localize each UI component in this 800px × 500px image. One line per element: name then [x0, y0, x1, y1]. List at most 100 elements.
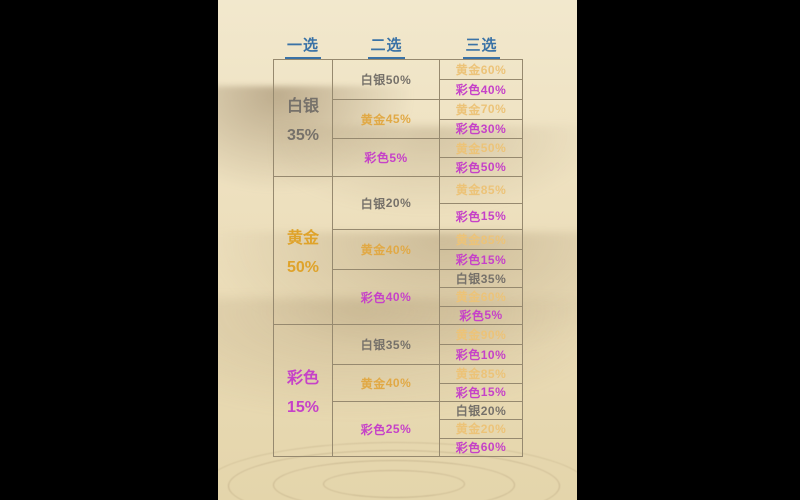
option-rate: 50%	[286, 259, 320, 276]
group-branches: 白银 50% 黄金 60% 彩色 40% 黄金 45% 黄金 70% 彩色 30…	[333, 60, 522, 176]
option-rate: 35%	[480, 271, 507, 286]
option-name: 彩色	[455, 440, 481, 455]
option-rate: 50%	[480, 160, 507, 174]
third-pick-list: 黄金 85% 彩色 15%	[440, 230, 522, 269]
first-pick-cell: 黄金 50%	[274, 177, 333, 324]
option-rate: 40%	[385, 290, 412, 304]
second-pick-cell: 白银 20%	[333, 177, 440, 229]
option-rate: 60%	[480, 289, 507, 304]
option-name: 彩色	[455, 160, 481, 175]
tier-group-silver: 白银 35% 白银 50% 黄金 60% 彩色 40% 黄金 45%	[274, 60, 522, 176]
option-rate: 20%	[480, 421, 507, 436]
second-pick-cell: 彩色 5%	[333, 139, 440, 176]
left-letterbox	[0, 0, 218, 500]
third-pick-cell: 彩色 60%	[440, 437, 522, 456]
option-name: 彩色	[455, 385, 481, 400]
option-name: 黄金	[455, 367, 481, 382]
option-name: 彩色	[286, 370, 319, 387]
option-rate: 30%	[480, 121, 507, 136]
option-name: 彩色	[360, 290, 386, 305]
option-rate: 15%	[480, 252, 507, 267]
third-pick-list: 黄金 90% 彩色 10%	[440, 325, 522, 364]
second-pick-cell: 黄金 45%	[333, 100, 440, 138]
third-pick-list: 白银 35% 黄金 60% 彩色 5%	[440, 270, 522, 324]
third-pick-cell: 黄金 50%	[440, 139, 522, 157]
third-pick-cell: 黄金 60%	[440, 60, 522, 79]
option-rate: 70%	[480, 102, 507, 117]
second-pick-row: 黄金 40% 黄金 85% 彩色 15%	[333, 229, 522, 269]
second-pick-row: 黄金 45% 黄金 70% 彩色 30%	[333, 99, 522, 138]
third-pick-cell: 黄金 90%	[440, 325, 522, 344]
option-rate: 5%	[484, 308, 503, 323]
tier-group-gold: 黄金 50% 白银 20% 黄金 85% 彩色 15% 黄金 40%	[274, 176, 522, 324]
header-label: 三选	[463, 34, 500, 59]
second-pick-row: 白银 50% 黄金 60% 彩色 40%	[333, 60, 522, 99]
third-pick-cell: 彩色 5%	[440, 305, 522, 324]
first-pick-cell: 白银 35%	[274, 60, 333, 176]
option-name: 彩色	[455, 83, 481, 97]
option-name: 白银	[286, 97, 319, 115]
option-rate: 50%	[480, 141, 507, 155]
table-header-row: 一选 二选 三选	[273, 34, 523, 59]
column-header-second-pick: 二选	[333, 34, 440, 59]
option-name: 黄金	[455, 141, 481, 156]
option-rate: 15%	[480, 209, 507, 224]
second-pick-cell: 黄金 40%	[333, 230, 440, 269]
option-name: 白银	[455, 404, 481, 419]
probability-table: 白银 35% 白银 50% 黄金 60% 彩色 40% 黄金 45%	[273, 59, 523, 457]
option-name: 彩色	[455, 348, 481, 362]
third-pick-cell: 彩色 40%	[440, 79, 522, 99]
option-rate: 20%	[385, 196, 412, 210]
column-header-third-pick: 三选	[440, 34, 523, 59]
option-name: 黄金	[455, 328, 481, 342]
second-pick-cell: 白银 50%	[333, 60, 440, 99]
third-pick-list: 白银 20% 黄金 20% 彩色 60%	[440, 402, 522, 456]
option-name: 黄金	[455, 233, 481, 247]
third-pick-list: 黄金 60% 彩色 40%	[440, 60, 522, 99]
second-pick-row: 白银 35% 黄金 90% 彩色 10%	[333, 325, 522, 364]
option-rate: 35%	[385, 337, 412, 352]
option-rate: 35%	[286, 126, 320, 144]
option-rate: 15%	[480, 385, 507, 400]
option-name: 黄金	[455, 422, 481, 437]
second-pick-row: 彩色 40% 白银 35% 黄金 60% 彩色 5%	[333, 269, 522, 324]
option-name: 白银	[360, 196, 386, 211]
third-pick-list: 黄金 85% 彩色 15%	[440, 365, 522, 401]
option-rate: 15%	[286, 399, 320, 416]
option-rate: 60%	[480, 62, 507, 77]
ripple-ring	[228, 450, 560, 500]
second-pick-cell: 白银 35%	[333, 325, 440, 364]
third-pick-cell: 黄金 20%	[440, 419, 522, 437]
third-pick-cell: 彩色 15%	[440, 249, 522, 269]
column-header-first-pick: 一选	[273, 34, 333, 59]
option-name: 彩色	[459, 308, 485, 323]
option-name: 黄金	[360, 376, 386, 391]
option-name: 黄金	[455, 290, 481, 305]
second-pick-row: 彩色 5% 黄金 50% 彩色 50%	[333, 138, 522, 176]
option-rate: 40%	[385, 376, 412, 390]
option-name: 黄金	[455, 183, 481, 198]
third-pick-cell: 黄金 60%	[440, 287, 522, 305]
option-name: 彩色	[455, 122, 481, 137]
option-name: 白银	[360, 338, 386, 352]
probability-infographic: 一选 二选 三选 白银 35% 白银 50% 黄金	[218, 0, 577, 500]
option-rate: 25%	[385, 422, 412, 436]
option-rate: 40%	[385, 242, 412, 257]
option-name: 黄金	[455, 63, 481, 77]
first-pick-cell: 彩色 15%	[274, 325, 333, 456]
option-rate: 20%	[480, 403, 507, 418]
header-label: 一选	[284, 34, 321, 59]
third-pick-list: 黄金 85% 彩色 15%	[440, 177, 522, 229]
option-rate: 60%	[480, 440, 507, 455]
third-pick-cell: 彩色 15%	[440, 202, 522, 230]
option-name: 白银	[360, 73, 386, 87]
option-rate: 50%	[385, 72, 412, 87]
option-rate: 85%	[480, 366, 507, 381]
second-pick-row: 彩色 25% 白银 20% 黄金 20% 彩色 60%	[333, 401, 522, 456]
option-name: 彩色	[360, 422, 386, 437]
third-pick-list: 黄金 50% 彩色 50%	[440, 139, 522, 176]
third-pick-cell: 黄金 70%	[440, 100, 522, 119]
option-rate: 5%	[389, 150, 408, 165]
third-pick-cell: 白银 35%	[440, 270, 522, 287]
